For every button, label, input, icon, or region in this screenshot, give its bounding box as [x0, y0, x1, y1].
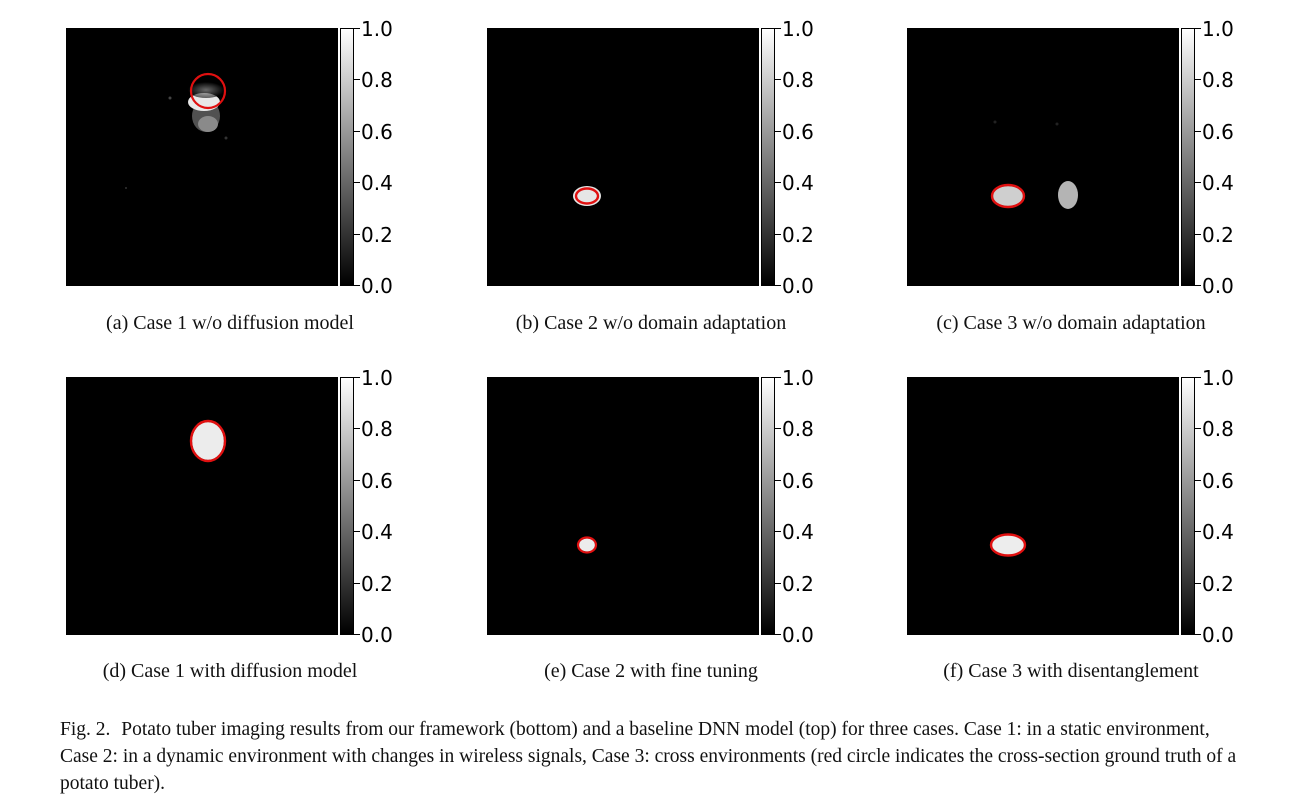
colorbar-tick-label: 0.4	[782, 171, 814, 195]
colorbar-tick-label: 0.2	[1202, 223, 1234, 247]
colorbar-tick-label: 1.0	[782, 366, 814, 390]
colorbar	[340, 377, 354, 635]
colorbar-tick-label: 0.2	[782, 572, 814, 596]
colorbar-tick-label: 0.6	[782, 120, 814, 144]
colorbar-tick-label: 1.0	[361, 366, 393, 390]
panel-caption-e: (e) Case 2 with fine tuning	[544, 660, 758, 682]
colorbar	[761, 28, 775, 286]
colorbar-tick-label: 1.0	[782, 17, 814, 41]
colorbar-tick-label: 0.6	[361, 469, 393, 493]
colorbar-tick-label: 0.8	[782, 417, 814, 441]
colorbar-tick-label: 0.8	[1202, 68, 1234, 92]
colorbar-tick-label: 0.6	[1202, 469, 1234, 493]
ground-truth-circle	[574, 187, 600, 205]
colorbar-tick-label: 0.4	[1202, 171, 1234, 195]
colorbar-tick-label: 0.2	[782, 223, 814, 247]
panel-caption-d: (d) Case 1 with diffusion model	[102, 660, 358, 682]
colorbar-tick-label: 0.0	[782, 623, 814, 647]
ground-truth-circle	[990, 183, 1026, 209]
colorbar-tick-label: 0.2	[361, 572, 393, 596]
image-plot-c	[907, 28, 1179, 286]
colorbar-tick-label: 0.4	[1202, 520, 1234, 544]
colorbar-tick-label: 0.6	[361, 120, 393, 144]
ground-truth-circle	[189, 72, 227, 110]
image-plot-f	[907, 377, 1179, 635]
colorbar-tick-label: 0.0	[361, 274, 393, 298]
colorbar-tick-label: 0.2	[361, 223, 393, 247]
colorbar-tick-label: 0.4	[361, 520, 393, 544]
colorbar-tick-label: 1.0	[1202, 366, 1234, 390]
colorbar-tick-label: 0.0	[782, 274, 814, 298]
panel-caption-c: (c) Case 3 w/o domain adaptation	[936, 312, 1206, 334]
panel-caption-b: (b) Case 2 w/o domain adaptation	[515, 312, 787, 334]
image-plot-b	[487, 28, 759, 286]
ground-truth-circle	[989, 533, 1027, 557]
colorbar-tick-label: 0.6	[782, 469, 814, 493]
colorbar-tick-label: 1.0	[361, 17, 393, 41]
colorbar	[1181, 377, 1195, 635]
figure-caption: Fig. 2. Potato tuber imaging results fro…	[60, 716, 1250, 797]
colorbar-tick-label: 0.8	[361, 417, 393, 441]
colorbar-tick-label: 0.2	[1202, 572, 1234, 596]
colorbar-tick-label: 1.0	[1202, 17, 1234, 41]
colorbar-tick-label: 0.0	[1202, 274, 1234, 298]
image-plot-a	[66, 28, 338, 286]
colorbar-tick-label: 0.8	[1202, 417, 1234, 441]
colorbar-tick-label: 0.4	[782, 520, 814, 544]
colorbar	[340, 28, 354, 286]
colorbar-tick-label: 0.6	[1202, 120, 1234, 144]
colorbar	[761, 377, 775, 635]
panel-caption-f: (f) Case 3 with disentanglement	[943, 660, 1199, 682]
colorbar-tick-label: 0.8	[361, 68, 393, 92]
figure-label: Fig. 2.	[60, 719, 111, 740]
colorbar-tick-label: 0.4	[361, 171, 393, 195]
image-plot-d	[66, 377, 338, 635]
colorbar	[1181, 28, 1195, 286]
figure-caption-text: Potato tuber imaging results from our fr…	[60, 719, 1237, 794]
image-plot-e	[487, 377, 759, 635]
ground-truth-circle	[576, 536, 598, 554]
colorbar-tick-label: 0.0	[1202, 623, 1234, 647]
colorbar-tick-label: 0.8	[782, 68, 814, 92]
colorbar-tick-label: 0.0	[361, 623, 393, 647]
panel-caption-a: (a) Case 1 w/o diffusion model	[106, 312, 354, 334]
ground-truth-circle	[189, 419, 227, 463]
